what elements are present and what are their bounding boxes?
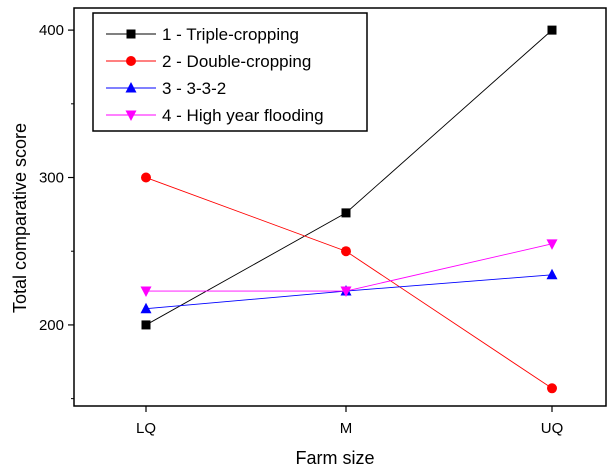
legend-entry-label: 3 - 3-3-2 <box>162 79 226 98</box>
data-point <box>547 383 557 394</box>
data-point <box>141 172 151 183</box>
data-point <box>140 286 152 298</box>
series-4 <box>140 239 558 298</box>
legend-entry-label: 1 - Triple-cropping <box>162 25 299 44</box>
legend-marker <box>126 56 136 66</box>
y-tick-label: 400 <box>39 22 64 39</box>
x-tick-label: UQ <box>541 420 564 437</box>
series-layer <box>140 25 558 394</box>
x-tick-label: M <box>340 420 353 437</box>
y-tick-label: 300 <box>39 170 64 187</box>
data-point <box>341 246 351 257</box>
legend-entry-label: 2 - Double-cropping <box>162 52 311 71</box>
y-axis-title: Total comparative score <box>10 123 30 313</box>
data-point <box>547 25 557 35</box>
x-axis-title: Farm size <box>295 448 374 468</box>
legend-marker <box>125 110 137 121</box>
series-2 <box>141 172 557 394</box>
data-point <box>340 286 352 298</box>
data-point <box>341 208 351 218</box>
data-point <box>546 239 558 250</box>
legend-box <box>92 12 368 132</box>
plot-area <box>73 7 607 407</box>
data-point <box>141 320 151 330</box>
legend: 1 - Triple-cropping 2 - Double-cropping 3 … <box>92 12 368 132</box>
series-1 <box>141 25 557 330</box>
legend-marker <box>126 29 136 39</box>
plot-border <box>73 7 607 407</box>
axis-ticks: LQ M UQ 200 300 400 <box>39 22 563 437</box>
legend-marker <box>125 82 137 93</box>
data-point <box>546 268 558 280</box>
y-tick-label: 200 <box>39 317 64 334</box>
legend-entry-label: 4 - High year flooding <box>162 106 324 125</box>
x-tick-label: LQ <box>136 420 156 437</box>
data-point <box>140 302 152 314</box>
